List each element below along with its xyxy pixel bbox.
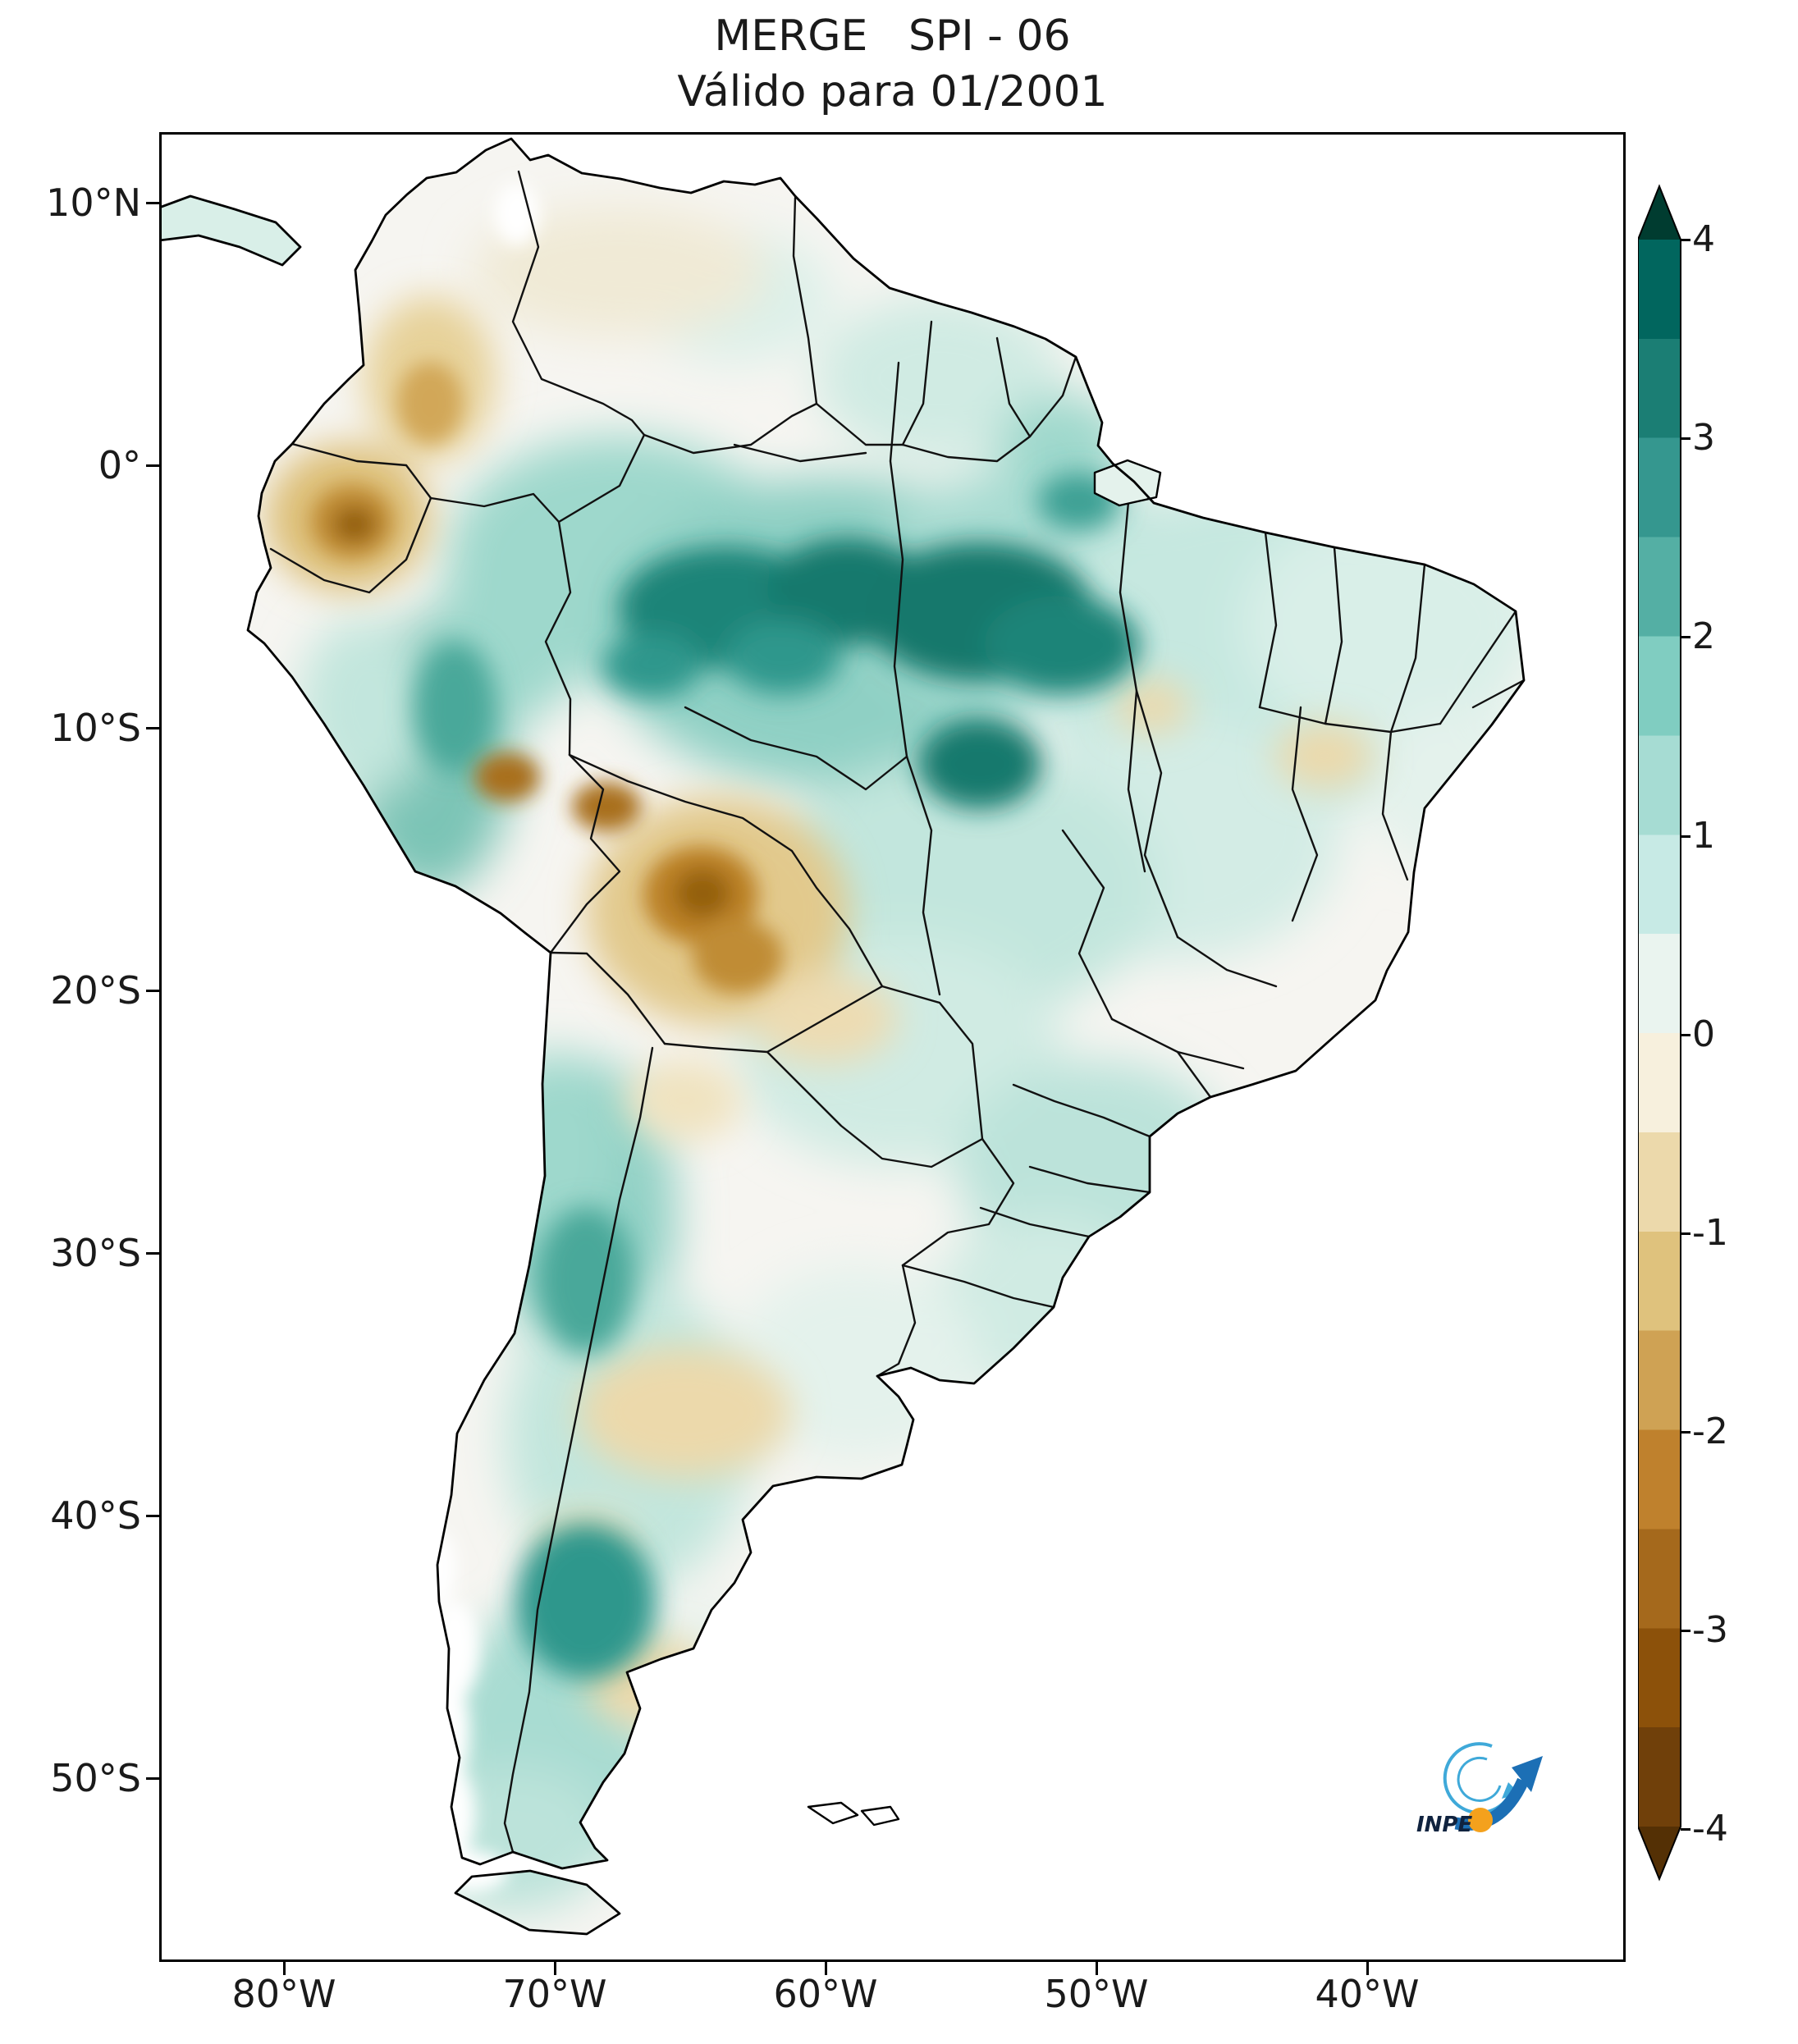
colorbar-tick-label: 3 [1692, 417, 1715, 459]
spi-color-field [266, 183, 1524, 1913]
logo-text: INPE [1416, 1813, 1472, 1837]
colorbar-tick-mark [1681, 1232, 1690, 1235]
y-tick-mark [146, 727, 159, 729]
coastline [159, 137, 1526, 1936]
figure-title: MERGE SPI - 06 [714, 11, 1071, 61]
x-tick-mark [554, 1962, 556, 1975]
colorbar-tick-label: -2 [1692, 1411, 1728, 1452]
figure-subtitle: Válido para 01/2001 [677, 67, 1108, 117]
y-tick-mark [146, 464, 159, 467]
x-tick-label: 50°W [1044, 1972, 1149, 2016]
colorbar-bar [1638, 184, 1681, 1882]
x-tick-label: 70°W [502, 1972, 607, 2016]
colorbar-tick-label: 2 [1692, 615, 1715, 657]
colorbar-tick-mark [1681, 835, 1690, 838]
x-tick-label: 60°W [773, 1972, 878, 2016]
islands [807, 459, 1162, 1827]
colorbar-tick-label: 0 [1692, 1013, 1715, 1055]
colorbar-tick-label: -4 [1692, 1808, 1728, 1850]
colorbar-tick-mark [1681, 636, 1690, 638]
colorbar-tick-mark [1681, 437, 1690, 440]
logo-swirl-arc [1443, 1742, 1513, 1815]
y-tick-label: 30°S [50, 1231, 141, 1275]
colorbar-tick-label: -3 [1692, 1609, 1728, 1651]
y-tick-label: 20°S [50, 968, 141, 1013]
x-tick-label: 40°W [1315, 1972, 1420, 2016]
y-tick-mark [146, 1252, 159, 1255]
x-tick-mark [283, 1962, 286, 1975]
colorbar-tick-mark [1681, 1034, 1690, 1036]
y-tick-mark [146, 990, 159, 992]
y-tick-label: 10°N [46, 181, 141, 225]
y-tick-mark [146, 202, 159, 204]
colorbar [1638, 184, 1681, 1882]
x-tick-mark [825, 1962, 827, 1975]
y-tick-mark [146, 1515, 159, 1517]
colorbar-tick-mark [1681, 1630, 1690, 1632]
logo-big-arrow [1454, 1777, 1529, 1831]
logo-big-arrowhead [1512, 1756, 1543, 1792]
political-borders [269, 170, 1526, 1854]
y-tick-label: 0° [98, 443, 141, 487]
x-tick-label: 80°W [231, 1972, 336, 2016]
colorbar-tick-mark [1681, 1431, 1690, 1434]
x-tick-mark [1096, 1962, 1098, 1975]
south-america-spi-map [159, 137, 1526, 1936]
y-tick-label: 10°S [50, 706, 141, 750]
colorbar-tick-mark [1681, 1828, 1690, 1831]
inpe-logo: INPE [1416, 1742, 1543, 1837]
logo-orange-dot [1468, 1808, 1493, 1832]
y-tick-mark [146, 1777, 159, 1780]
colorbar-tick-mark [1681, 239, 1690, 241]
logo-inner-arc [1457, 1756, 1502, 1802]
y-tick-label: 50°S [50, 1756, 141, 1800]
y-tick-label: 40°S [50, 1493, 141, 1538]
colorbar-tick-label: -1 [1692, 1212, 1728, 1254]
colorbar-tick-label: 4 [1692, 218, 1715, 260]
x-tick-mark [1366, 1962, 1369, 1975]
colorbar-tick-label: 1 [1692, 815, 1715, 857]
